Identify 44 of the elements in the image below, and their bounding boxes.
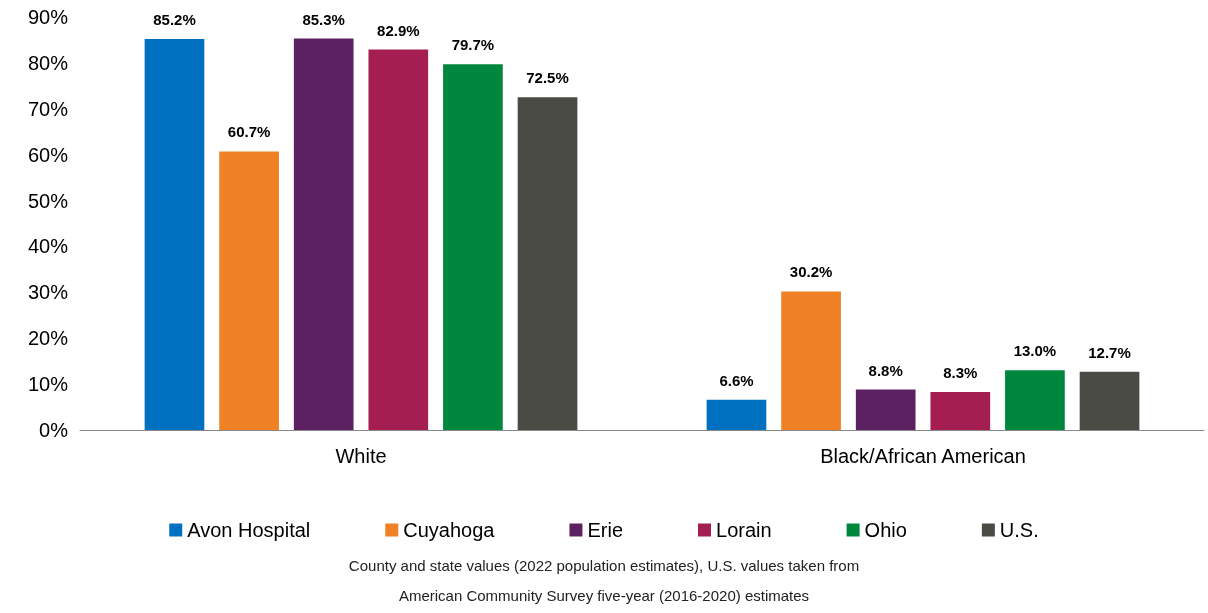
legend-label: Lorain [716, 519, 772, 541]
data-label: 82.9% [377, 21, 420, 39]
legend-label: Erie [587, 519, 624, 541]
y-tick-label: 20% [27, 327, 69, 350]
y-tick-label: 40% [27, 235, 69, 258]
bar [855, 389, 916, 430]
bar [930, 391, 991, 430]
y-tick-label: 0% [39, 419, 69, 441]
y-tick-label: 70% [27, 97, 69, 120]
y-tick-label: 50% [27, 189, 69, 212]
bar [443, 64, 503, 430]
bar [1079, 371, 1140, 430]
data-label: 79.7% [451, 36, 495, 54]
text: American Community Survey five-year (2016-2020) estimates [398, 587, 810, 604]
y-tick-label: 80% [27, 51, 69, 74]
x-tick-label: Black/African American [820, 445, 1026, 467]
bar [781, 291, 841, 430]
data-label: 12.7% [1088, 343, 1131, 361]
data-label: 60.7% [227, 123, 271, 141]
legend-label: U.S. [999, 519, 1039, 541]
legend-label: Avon Hospital [187, 519, 311, 541]
bar [144, 39, 205, 430]
legend-label: Cuyahoga [403, 519, 496, 541]
x-tick-label: White [335, 445, 387, 467]
bar [517, 97, 578, 430]
data-label: 72.5% [526, 69, 569, 87]
bar [219, 151, 279, 430]
legend-label: Ohio [864, 519, 907, 541]
text: County and state values (2022 population estimates), U.S. values taken from [348, 557, 860, 574]
bar [706, 399, 767, 430]
data-label: 8.8% [868, 361, 903, 379]
bar [293, 38, 354, 430]
data-label: 6.6% [719, 371, 754, 389]
bar [368, 49, 429, 430]
data-label: 8.3% [943, 363, 978, 381]
data-label: 30.2% [789, 263, 833, 281]
data-label: 85.3% [302, 10, 345, 28]
bar [1005, 370, 1065, 430]
y-tick-label: 10% [27, 373, 69, 396]
data-label: 13.0% [1013, 342, 1057, 360]
y-tick-label: 90% [27, 6, 69, 28]
data-label: 85.2% [153, 11, 196, 29]
y-tick-label: 30% [27, 281, 69, 304]
y-tick-label: 60% [27, 143, 69, 166]
